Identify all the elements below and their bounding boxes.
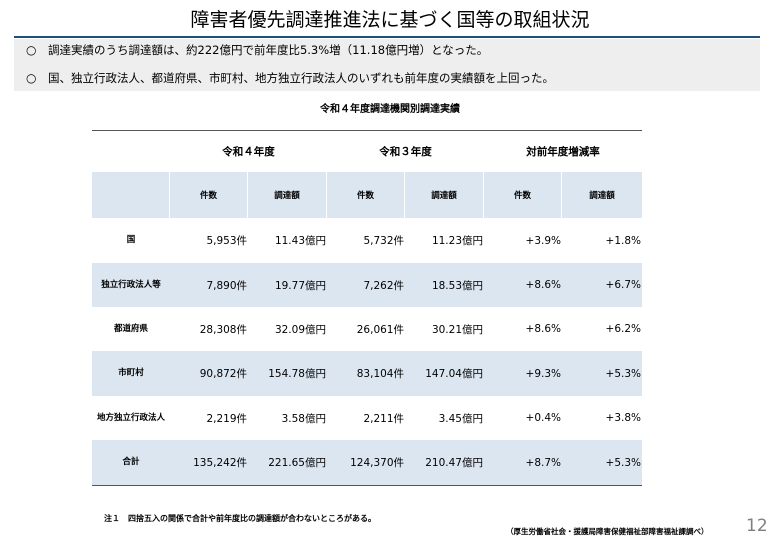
table-cell: +3.8% [605, 412, 641, 424]
header-blank [92, 131, 170, 172]
table-bottom-rule [92, 485, 642, 486]
table-cell: 210.47億円 [425, 457, 483, 469]
row-label: 国 [126, 235, 136, 245]
bullet-icon: ○ [26, 43, 37, 57]
table-cell: 19.77億円 [274, 279, 326, 292]
header-r4: 令和４年度 [222, 146, 275, 158]
table-cell: 3.45億円 [438, 412, 483, 425]
table-sub-header: 件数 調達額 件数 調達額 件数 調達額 [92, 172, 642, 218]
summary-line: ○ 国、独立行政法人、都道府県、市町村、地方独立行政法人のいずれも前年度の実績額を… [26, 70, 554, 86]
page-title: 障害者優先調達推進法に基づく国等の取組状況 [190, 9, 590, 31]
table-cell: 18.53億円 [431, 279, 483, 292]
table-row: 独立行政法人等 7,890件 19.77億円 7,262件 18.53億円 +8… [92, 263, 642, 307]
table-cell: 11.23億円 [431, 235, 483, 247]
table-cell: 83,104件 [356, 368, 404, 380]
row-label: 都道府県 [113, 323, 148, 334]
bullet-icon: ○ [26, 71, 37, 85]
table-cell: +6.2% [605, 323, 641, 335]
subheader-cell: 件数 [327, 172, 405, 218]
table-cell: 147.04億円 [425, 368, 483, 380]
row-label: 市町村 [118, 368, 144, 378]
table-cell: 5,732件 [363, 235, 404, 247]
header-change-rate: 対前年度増減率 [526, 146, 600, 158]
table-row: 国 5,953件 11.43億円 5,732件 11.23億円 +3.9% +1… [92, 218, 642, 263]
procurement-table: 令和４年度 令和３年度 対前年度増減率 件数 調達額 件数 調達額 件数 調達額… [92, 130, 642, 486]
summary-box: ○ 調達実績のうち調達額は、約222億円で前年度比5.3%増（11.18億円増）と… [14, 39, 760, 91]
table-title: 令和４年度調達機関別調達実績 [320, 104, 460, 115]
table-cell: +0.4% [525, 412, 561, 424]
table-cell: 154.78億円 [268, 368, 326, 380]
table-cell: +1.8% [605, 234, 641, 247]
table-cell: 5,953件 [206, 235, 247, 247]
table-cell: 11.43億円 [274, 235, 326, 247]
summary-line: ○ 調達実績のうち調達額は、約222億円で前年度比5.3%増（11.18億円増）と… [26, 42, 488, 58]
table-cell: 28,308件 [199, 323, 247, 336]
row-label: 独立行政法人等 [101, 279, 161, 290]
subheader-cell: 調達額 [589, 191, 615, 201]
subheader-cell: 調達額 [405, 172, 484, 218]
table-cell: 3.58億円 [281, 412, 326, 425]
subheader-cell: 件数 [484, 172, 562, 218]
table-cell: +5.3% [605, 367, 641, 380]
table-row: 都道府県 28,308件 32.09億円 26,061件 30.21億円 +8.… [92, 307, 642, 351]
table-cell: +3.9% [525, 234, 561, 247]
subheader-cell: 調達額 [248, 172, 327, 218]
page-number: 12 [746, 516, 768, 536]
table-cell: +9.3% [525, 367, 561, 380]
table-cell: 7,890件 [206, 279, 247, 292]
table-group-header: 令和４年度 令和３年度 対前年度増減率 [92, 131, 642, 172]
table-cell: 2,219件 [206, 412, 247, 425]
table-top-rule [92, 130, 642, 131]
footnote: 注１ 四捨五入の関係で合計や前年度比の調達額が合わないところがある。 [104, 514, 376, 523]
table-cell: +8.6% [525, 323, 561, 335]
table-cell: 221.65億円 [268, 457, 326, 469]
summary-text: 調達実績のうち調達額は、約222億円で前年度比5.3%増（11.18億円増）とな… [48, 43, 489, 57]
table-cell: 135,242件 [193, 457, 247, 469]
table-cell: 2,211件 [363, 412, 404, 425]
header-r3: 令和３年度 [379, 146, 432, 158]
table-cell: +5.3% [605, 456, 641, 469]
title-divider [14, 36, 760, 38]
table-cell: 124,370件 [350, 457, 404, 469]
table-cell: 32.09億円 [274, 323, 326, 336]
table-row-total: 合計 135,242件 221.65億円 124,370件 210.47億円 +… [92, 440, 642, 485]
table-cell: +8.6% [525, 279, 561, 291]
table-cell: +8.7% [525, 456, 561, 469]
subheader-blank [92, 172, 170, 218]
table-cell: +6.7% [605, 279, 641, 291]
row-label: 合計 [122, 457, 140, 467]
row-label: 地方独立行政法人 [96, 412, 165, 423]
table-cell: 90,872件 [199, 368, 247, 380]
table-cell: 26,061件 [356, 323, 404, 336]
table-row: 市町村 90,872件 154.78億円 83,104件 147.04億円 +9… [92, 351, 642, 396]
table-row: 地方独立行政法人 2,219件 3.58億円 2,211件 3.45億円 +0.… [92, 396, 642, 440]
table-cell: 7,262件 [363, 279, 404, 292]
summary-text: 国、独立行政法人、都道府県、市町村、地方独立行政法人のいずれも前年度の実績額を上… [48, 71, 554, 85]
table-cell: 30.21億円 [431, 323, 483, 336]
source-credit: （厚生労働省社会・援護局障害保健福祉部障害福祉課調べ） [506, 527, 709, 536]
subheader-cell: 件数 [170, 172, 248, 218]
